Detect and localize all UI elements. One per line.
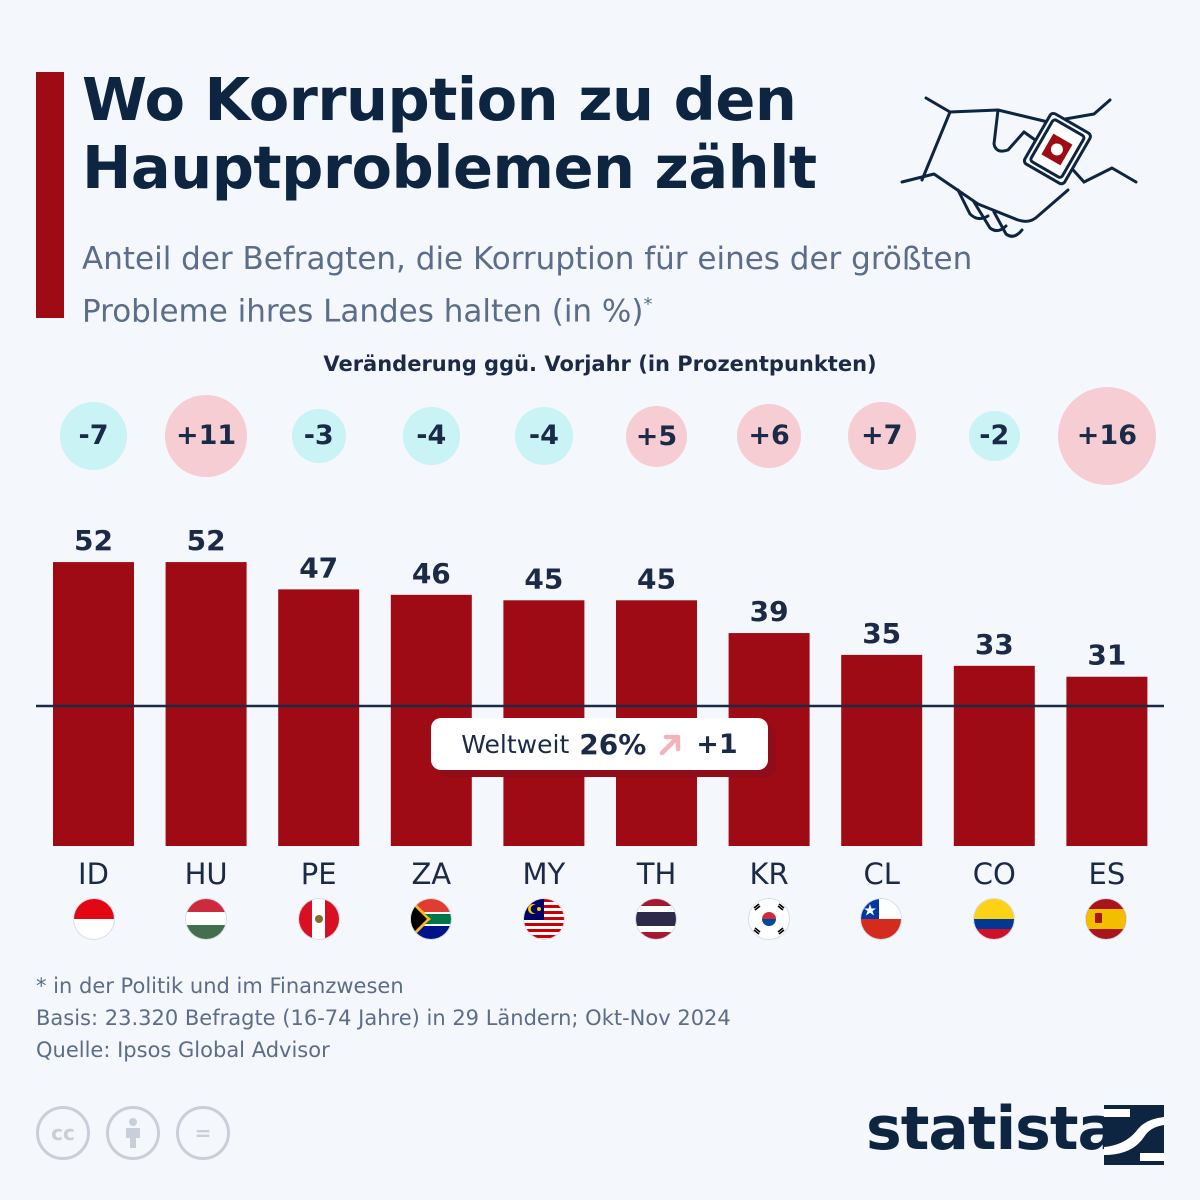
bar-cl	[841, 654, 923, 846]
category-label-es: ES	[1089, 857, 1126, 891]
flag-hungary-icon	[186, 899, 226, 939]
chart-title: Wo Korruption zu den Hauptproblemen zähl…	[82, 65, 817, 202]
category-label-pe: PE	[301, 857, 337, 891]
change-bubble-th: +5	[626, 405, 687, 467]
cc-icon-label: cc	[51, 1121, 75, 1145]
change-bubble-cl: +7	[847, 402, 916, 470]
worldwide-change: +1	[696, 728, 738, 760]
title-accent-bar	[36, 72, 64, 318]
footnote: * in der Politik und im Finanzwesen	[36, 974, 404, 998]
change-bubble-my: -4	[515, 407, 573, 465]
person-icon	[126, 1118, 140, 1148]
flag-peru-icon	[299, 899, 339, 939]
change-bubble-pe: -3	[291, 408, 346, 464]
category-label-th: TH	[636, 857, 677, 891]
notes: * in der Politik und im Finanzwesen Basi…	[36, 970, 731, 1066]
value-label-id: 52	[74, 524, 113, 557]
flag-chile-icon	[861, 899, 901, 939]
flag-spain-icon	[1086, 899, 1126, 939]
source-note: Quelle: Ipsos Global Advisor	[36, 1038, 330, 1062]
flag-thailand-icon	[636, 899, 676, 939]
change-bubble-es: +16	[1057, 386, 1157, 486]
value-label-my: 45	[524, 562, 563, 595]
no-derivatives-icon-label: =	[194, 1121, 212, 1145]
value-label-kr: 39	[750, 595, 789, 628]
arrow-up-right-icon	[660, 734, 681, 756]
category-label-za: ZA	[411, 857, 451, 891]
flag-malaysia-icon	[524, 899, 564, 939]
category-label-cl: CL	[863, 857, 899, 891]
worldwide-label: Weltweit	[461, 729, 570, 759]
no-derivatives-icon[interactable]: =	[176, 1106, 230, 1160]
bar-pe	[278, 589, 360, 846]
flag-south-korea-icon	[749, 899, 789, 939]
attribution-icon[interactable]	[106, 1106, 160, 1160]
change-bubble-za: -4	[402, 407, 461, 465]
flag-colombia-icon	[974, 899, 1014, 939]
value-label-th: 45	[637, 562, 676, 595]
change-bubble-co: -2	[968, 410, 1020, 462]
statista-logo-icon[interactable]	[1104, 1105, 1164, 1165]
category-label-id: ID	[78, 857, 109, 891]
category-label-kr: KR	[750, 857, 789, 891]
value-label-za: 46	[412, 557, 451, 590]
worldwide-reference-box: Weltweit 26% +1	[431, 718, 768, 770]
value-label-cl: 35	[862, 617, 901, 650]
change-bubble-kr: +6	[736, 403, 802, 469]
category-label-co: CO	[973, 857, 1016, 891]
subtitle-footnote-marker: *	[643, 294, 653, 315]
change-bubble-hu: +11	[165, 395, 247, 477]
change-bubble-id: -7	[59, 402, 128, 470]
statista-logo-text[interactable]: statista	[866, 1094, 1118, 1164]
change-heading: Veränderung ggü. Vorjahr (in Prozentpunk…	[323, 352, 877, 376]
chart-subtitle: Anteil der Befragten, die Korruption für…	[82, 236, 982, 334]
bar-hu	[165, 562, 247, 846]
bar-es	[1066, 676, 1148, 846]
worldwide-value: 26%	[579, 727, 647, 761]
value-label-es: 31	[1087, 639, 1126, 672]
value-label-hu: 52	[187, 524, 226, 557]
bar-id	[53, 562, 134, 846]
handshake-icon	[900, 96, 1138, 238]
category-label-hu: HU	[185, 857, 228, 891]
value-label-pe: 47	[299, 551, 338, 584]
category-label-my: MY	[523, 857, 566, 891]
flag-indonesia-icon	[74, 899, 114, 939]
subtitle-text: Anteil der Befragten, die Korruption für…	[82, 241, 973, 330]
bar-co	[953, 665, 1035, 846]
cc-icon[interactable]: cc	[36, 1106, 90, 1160]
license-icons: cc =	[36, 1106, 230, 1160]
flag-south-africa-icon	[411, 899, 451, 939]
value-label-co: 33	[975, 628, 1014, 661]
basis-note: Basis: 23.320 Befragte (16-74 Jahre) in …	[36, 1006, 731, 1030]
